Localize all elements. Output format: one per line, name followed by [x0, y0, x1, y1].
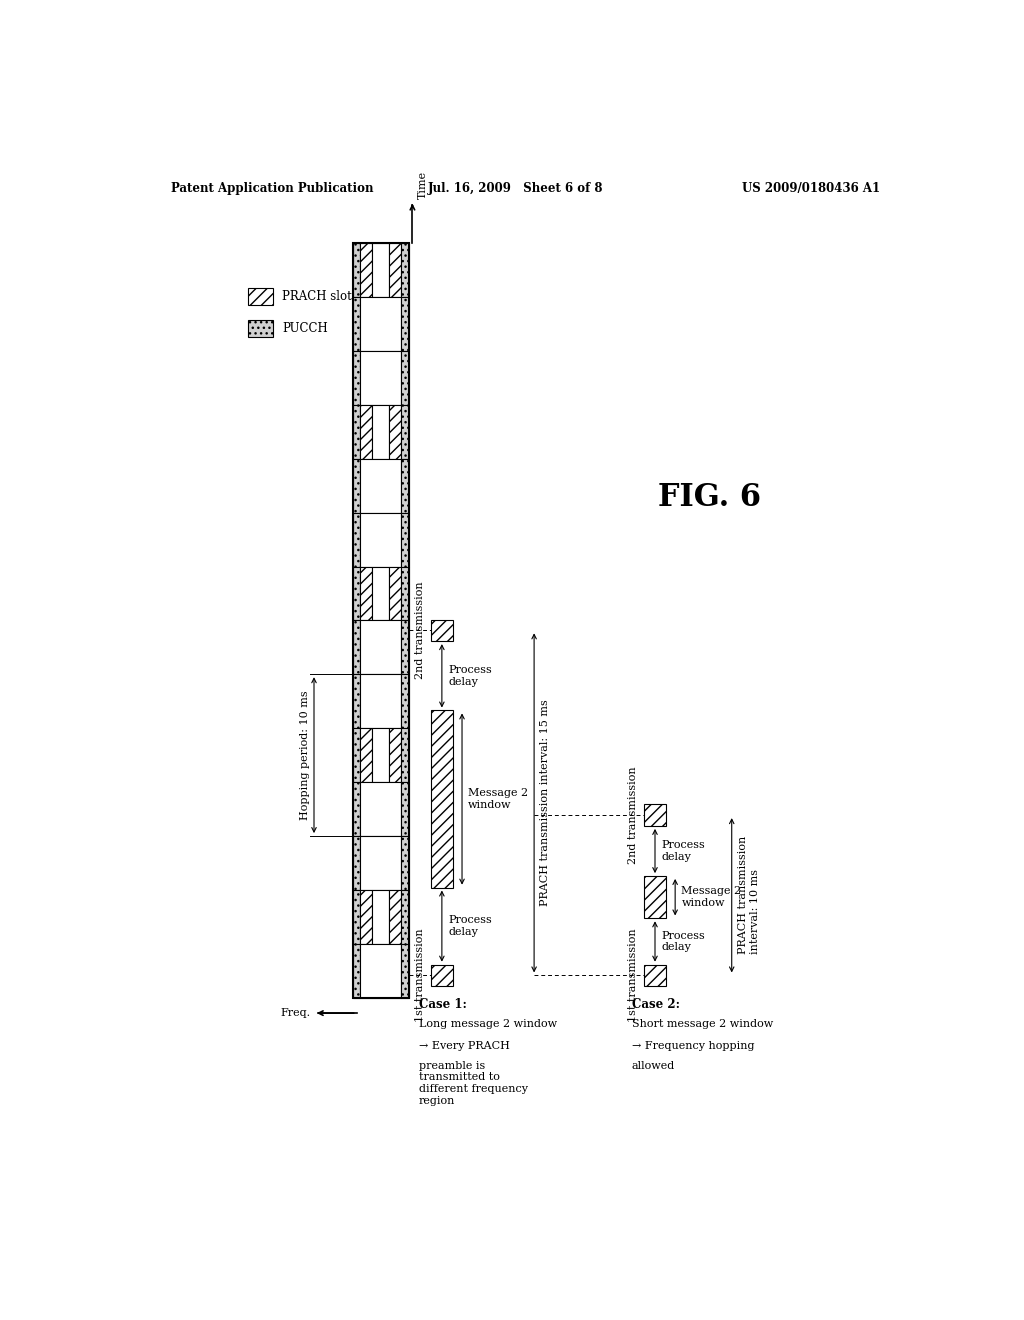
Bar	[352, 944, 360, 998]
Bar	[352, 675, 360, 729]
Bar	[248, 321, 273, 337]
Text: → Every PRACH: → Every PRACH	[419, 1040, 510, 1051]
Bar	[352, 459, 360, 512]
Text: US 2009/0180436 A1: US 2009/0180436 A1	[741, 182, 880, 194]
Text: Freq.: Freq.	[280, 1008, 310, 1018]
Bar	[644, 876, 666, 919]
Text: Process
delay: Process delay	[662, 931, 705, 952]
Bar	[389, 729, 401, 781]
Text: PUCCH: PUCCH	[283, 322, 328, 335]
Bar	[352, 512, 360, 566]
Bar	[352, 729, 360, 781]
Bar	[352, 890, 360, 944]
Text: Process
delay: Process delay	[662, 841, 705, 862]
Bar	[401, 243, 409, 297]
Bar	[360, 944, 401, 998]
Bar	[431, 710, 453, 887]
Bar	[401, 675, 409, 729]
Text: 2nd transmission: 2nd transmission	[415, 582, 425, 680]
Bar	[352, 243, 409, 998]
Text: Hopping period: 10 ms: Hopping period: 10 ms	[300, 690, 310, 820]
Bar	[644, 965, 666, 986]
Text: 1st transmission: 1st transmission	[415, 928, 425, 1022]
Text: Time: Time	[418, 172, 428, 199]
Text: Message 2
window: Message 2 window	[468, 788, 528, 810]
Bar	[352, 351, 360, 405]
Bar	[401, 890, 409, 944]
Bar	[401, 351, 409, 405]
Bar	[401, 297, 409, 351]
Bar	[644, 804, 666, 826]
Text: Jul. 16, 2009   Sheet 6 of 8: Jul. 16, 2009 Sheet 6 of 8	[428, 182, 603, 194]
Bar	[389, 243, 401, 297]
Text: allowed: allowed	[632, 1061, 675, 1071]
Text: Short message 2 window: Short message 2 window	[632, 1019, 773, 1030]
Bar	[373, 243, 389, 297]
Bar	[360, 243, 373, 297]
Bar	[431, 619, 453, 642]
Bar	[352, 405, 360, 459]
Bar	[360, 890, 373, 944]
Bar	[389, 405, 401, 459]
Text: preamble is
transmitted to
different frequency
region: preamble is transmitted to different fre…	[419, 1061, 527, 1106]
Bar	[373, 890, 389, 944]
Bar	[401, 566, 409, 620]
Text: Case 1:: Case 1:	[419, 998, 467, 1011]
Bar	[401, 512, 409, 566]
Bar	[360, 512, 401, 566]
Text: FIG. 6: FIG. 6	[657, 482, 761, 512]
Bar	[360, 297, 401, 351]
Bar	[360, 781, 401, 836]
Bar	[360, 351, 401, 405]
Bar	[352, 620, 360, 675]
Bar	[401, 836, 409, 890]
Bar	[352, 297, 360, 351]
Bar	[352, 781, 360, 836]
Bar	[248, 288, 273, 305]
Bar	[352, 243, 360, 297]
Bar	[360, 836, 401, 890]
Bar	[360, 566, 373, 620]
Bar	[373, 729, 389, 781]
Bar	[373, 566, 389, 620]
Bar	[389, 890, 401, 944]
Bar	[352, 566, 360, 620]
Text: 1st transmission: 1st transmission	[628, 928, 638, 1022]
Bar	[360, 729, 373, 781]
Text: PRACH slot: PRACH slot	[283, 289, 352, 302]
Bar	[401, 405, 409, 459]
Text: Patent Application Publication: Patent Application Publication	[171, 182, 373, 194]
Bar	[401, 459, 409, 512]
Bar	[389, 566, 401, 620]
Text: 2nd transmission: 2nd transmission	[628, 767, 638, 865]
Bar	[360, 675, 401, 729]
Bar	[373, 405, 389, 459]
Text: Case 2:: Case 2:	[632, 998, 680, 1011]
Bar	[401, 781, 409, 836]
Text: Message 2
window: Message 2 window	[681, 887, 741, 908]
Bar	[401, 729, 409, 781]
Bar	[360, 620, 401, 675]
Text: → Frequency hopping: → Frequency hopping	[632, 1040, 755, 1051]
Bar	[360, 459, 401, 512]
Bar	[431, 965, 453, 986]
Text: Process
delay: Process delay	[449, 665, 492, 686]
Bar	[352, 836, 360, 890]
Bar	[360, 405, 373, 459]
Bar	[401, 620, 409, 675]
Text: Long message 2 window: Long message 2 window	[419, 1019, 557, 1030]
Text: Process
delay: Process delay	[449, 915, 492, 937]
Text: PRACH transmission interval: 15 ms: PRACH transmission interval: 15 ms	[541, 700, 550, 907]
Bar	[401, 944, 409, 998]
Text: PRACH transmission
interval: 10 ms: PRACH transmission interval: 10 ms	[738, 836, 760, 954]
